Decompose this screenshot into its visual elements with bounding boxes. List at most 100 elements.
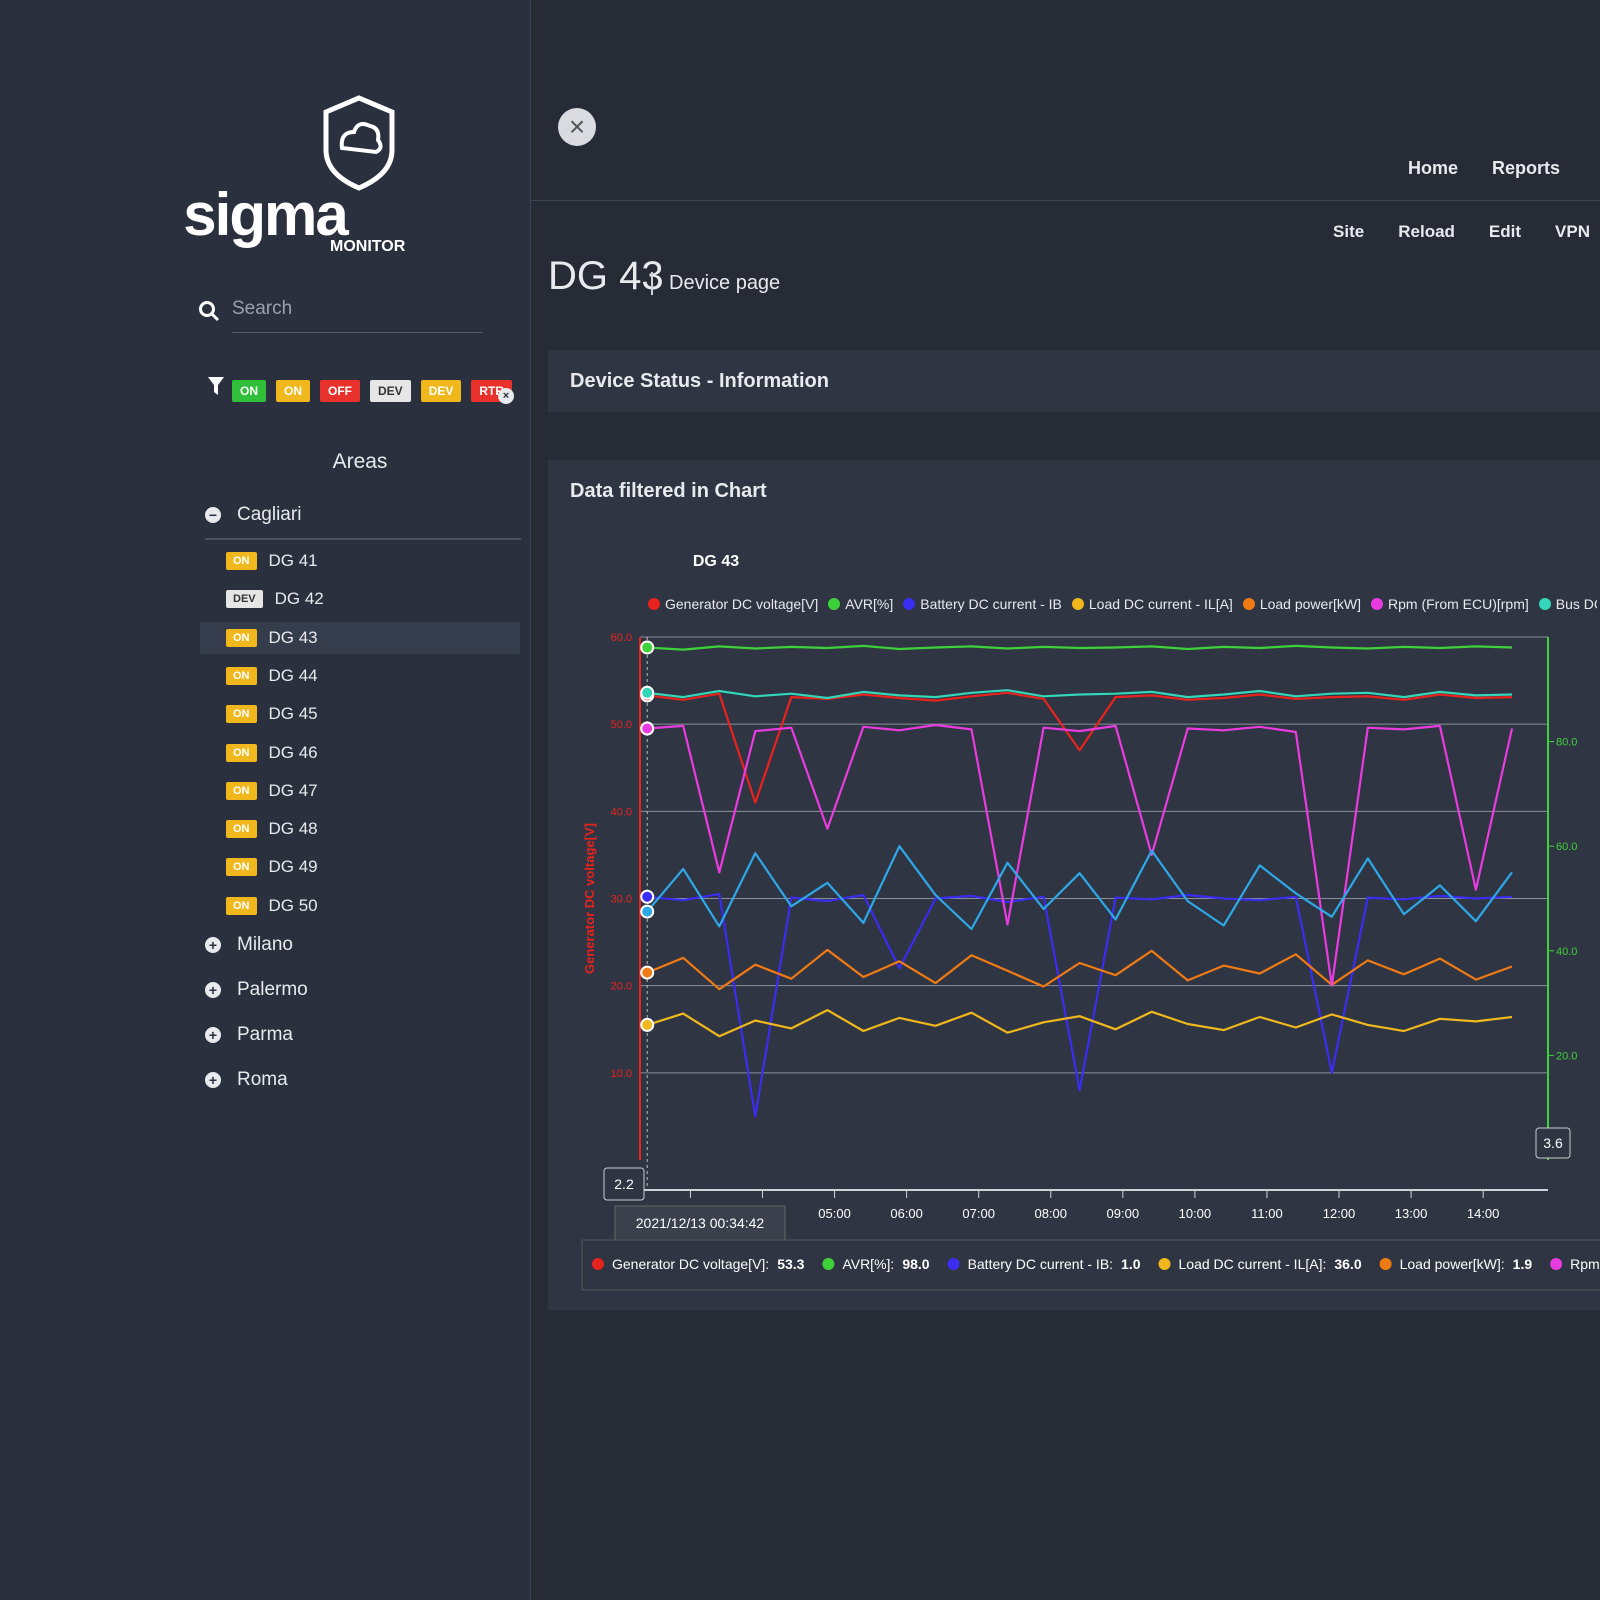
top-nav-link[interactable]: Home: [1407, 158, 1458, 178]
sidebar: sigma MONITOR Search ON ON OFF DEV DEV RTR × …: [0, 0, 531, 1600]
close-button[interactable]: ×: [558, 108, 596, 146]
x-tick-label: 11:00: [1251, 1206, 1283, 1221]
status-badge: ON: [226, 666, 257, 685]
expand-icon[interactable]: +: [205, 937, 221, 953]
expand-icon[interactable]: +: [205, 1027, 221, 1043]
legend-swatch: [1071, 598, 1084, 610]
y-tick-label: 10.0: [611, 1068, 632, 1080]
y-tick-label: 50.0: [611, 719, 632, 731]
device-row[interactable]: ON DG 50: [200, 890, 520, 922]
legend-item[interactable]: Load DC current - IL[A]: [1071, 596, 1233, 612]
tooltip-dot: [947, 1258, 960, 1270]
sub-nav-link[interactable]: VPN: [1555, 222, 1590, 241]
status-badge: ON: [226, 705, 257, 724]
x-tick-label: 12:00: [1323, 1206, 1356, 1221]
logo-name: sigma: [183, 181, 348, 248]
tooltip-dot: [822, 1258, 835, 1270]
area: − Cagliari: [205, 504, 301, 526]
hover-marker: [640, 685, 655, 700]
page-subtitle: Device page: [651, 272, 780, 295]
hover-marker: [640, 889, 655, 904]
top-nav: Home Reports: [1408, 158, 1560, 179]
expand-icon[interactable]: +: [205, 1072, 221, 1088]
sub-nav-link[interactable]: Edit: [1488, 222, 1522, 241]
status-panel[interactable]: Device Status - Information: [548, 350, 1600, 412]
series-line: [647, 691, 1513, 804]
y2-tick-label: 60.0: [1556, 841, 1577, 853]
device-name: DG 45: [268, 704, 318, 724]
filter-icon[interactable]: [208, 377, 224, 395]
device-row[interactable]: ON DG 47: [200, 775, 520, 807]
tooltip-dot: [1550, 1258, 1563, 1270]
legend-swatch: [903, 598, 916, 610]
device-row[interactable]: ON DG 44: [200, 660, 520, 692]
series-line: [647, 644, 1513, 651]
nav-handle[interactable]: [1535, 1127, 1571, 1159]
device-name: DG 43: [268, 627, 318, 647]
legend-item[interactable]: AVR[%]: [828, 596, 893, 612]
sub-nav-link[interactable]: Reload: [1398, 222, 1455, 241]
filter-badge[interactable]: OFF: [320, 380, 360, 402]
page-title: DG 43: [548, 254, 664, 298]
logo-sub: MONITOR: [330, 238, 406, 255]
tooltip-label: Load DC current - IL[A]:: [1179, 1256, 1327, 1272]
filter-badge[interactable]: DEV: [370, 380, 411, 402]
series-line: [646, 845, 1513, 931]
device-row[interactable]: ON DG 49: [200, 851, 520, 883]
series-line: [647, 893, 1513, 1118]
legend-item[interactable]: Bus DC voltage[V]: [1538, 596, 1597, 612]
device-row[interactable]: ON DG 43: [200, 621, 520, 654]
status-badge: ON: [226, 743, 257, 762]
legend-label: Load DC current - IL[A]: [1088, 596, 1233, 612]
tooltip-value: 53.3: [777, 1256, 804, 1272]
device-name: DG 50: [268, 895, 318, 915]
device-row[interactable]: ON DG 41: [200, 545, 520, 577]
device-name: DG 44: [268, 665, 318, 685]
nav-handle[interactable]: [603, 1167, 645, 1201]
filter-badge[interactable]: DEV: [420, 380, 462, 402]
legend-item[interactable]: Battery DC current - IB: [903, 596, 1062, 612]
tooltip-dot: [592, 1258, 604, 1270]
divider: [531, 200, 1600, 201]
area: + Milano: [205, 934, 293, 956]
hover-marker: [640, 721, 655, 736]
legend-label: Battery DC current - IB: [920, 596, 1062, 612]
device-row[interactable]: DEV DG 42: [200, 583, 520, 615]
device-row[interactable]: ON DG 48: [200, 813, 520, 845]
legend-swatch: [828, 598, 841, 610]
area-name: Milano: [237, 934, 293, 955]
x-tick-label: 05:00: [818, 1206, 851, 1221]
area: + Parma: [205, 1024, 293, 1046]
clear-filters[interactable]: ×: [498, 388, 514, 404]
legend-item[interactable]: Load power[kW]: [1242, 596, 1361, 612]
expand-icon[interactable]: −: [205, 507, 221, 523]
legend-label: AVR[%]: [845, 596, 894, 612]
chart-title: DG 43: [693, 553, 739, 570]
device-name: DG 47: [268, 780, 318, 800]
area-name: Roma: [237, 1069, 288, 1090]
x-tick-label: 10:00: [1179, 1206, 1212, 1221]
top-nav-link[interactable]: Reports: [1491, 158, 1560, 178]
search-input[interactable]: Search: [232, 298, 482, 333]
device-row[interactable]: ON DG 46: [200, 737, 520, 769]
expand-icon[interactable]: +: [205, 982, 221, 998]
tooltip-label: Battery DC current - IB:: [968, 1256, 1113, 1272]
filter-badge[interactable]: ON: [276, 380, 310, 402]
y-axis-title: Generator DC voltage[V]: [582, 823, 597, 974]
legend-swatch: [1371, 598, 1383, 610]
y-tick-label: 40.0: [611, 806, 632, 818]
tooltip-time: 2021/12/13 00:34:42: [636, 1215, 765, 1231]
y2-tick-label: 40.0: [1556, 946, 1577, 958]
x-tick-label: 08:00: [1034, 1206, 1067, 1221]
tooltip-value: 36.0: [1334, 1256, 1361, 1272]
status-panel-title: Device Status - Information: [570, 370, 829, 392]
legend-item[interactable]: Generator DC voltage[V]: [648, 596, 818, 612]
x-tick-label: 09:00: [1107, 1206, 1140, 1221]
tooltip-time-box: [614, 1205, 786, 1241]
device-row[interactable]: ON DG 45: [200, 698, 520, 730]
filter-badge[interactable]: ON: [232, 380, 266, 402]
y2-tick-label: 20.0: [1556, 1050, 1577, 1062]
legend-item[interactable]: Rpm (From ECU)[rpm]: [1371, 596, 1529, 612]
sub-nav-link[interactable]: Site: [1333, 222, 1365, 241]
